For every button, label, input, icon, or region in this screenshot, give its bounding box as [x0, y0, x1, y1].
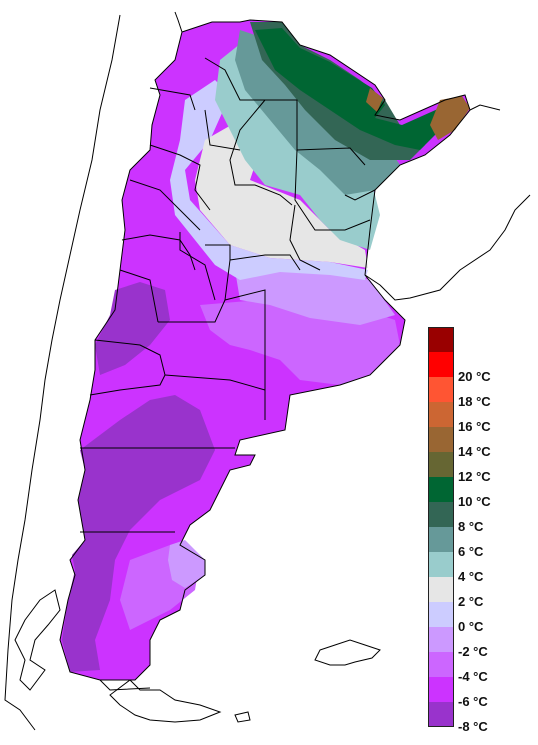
- legend-swatch: [428, 577, 454, 602]
- legend-label: 10 °C: [458, 494, 491, 509]
- legend-label: 8 °C: [458, 519, 484, 534]
- legend-swatch: [428, 352, 454, 377]
- legend-swatch: [428, 627, 454, 652]
- legend-label: 6 °C: [458, 544, 484, 559]
- legend-label: 16 °C: [458, 419, 491, 434]
- legend-label: 14 °C: [458, 444, 491, 459]
- legend-swatch: [428, 402, 454, 427]
- legend-label: 2 °C: [458, 594, 484, 609]
- legend-label: 18 °C: [458, 394, 491, 409]
- region-minus8-west: [95, 282, 170, 375]
- legend-swatch: [428, 677, 454, 702]
- legend-swatch: [428, 427, 454, 452]
- legend-swatch: [428, 652, 454, 677]
- region-two: [195, 120, 368, 268]
- region-twelve: [366, 88, 470, 140]
- legend-label: 4 °C: [458, 569, 484, 584]
- region-zero: [170, 80, 368, 280]
- legend-label: -6 °C: [458, 694, 488, 709]
- legend-swatch: [428, 377, 454, 402]
- legend-swatch: [428, 502, 454, 527]
- legend-label: 20 °C: [458, 369, 491, 384]
- region-minus8-south: [62, 395, 215, 672]
- legend-label: -8 °C: [458, 719, 488, 734]
- legend-swatch: [428, 327, 454, 352]
- legend-swatch: [428, 602, 454, 627]
- legend-swatch: [428, 702, 454, 727]
- region-minus2-south: [168, 540, 205, 588]
- legend-label: -2 °C: [458, 644, 488, 659]
- legend-label: 0 °C: [458, 619, 484, 634]
- legend-swatch: [428, 527, 454, 552]
- province-boundaries: [59, 19, 471, 691]
- legend-swatch: [428, 552, 454, 577]
- region-ten: [255, 28, 445, 150]
- legend-label: -4 °C: [458, 669, 488, 684]
- neighbour-outlines: [4, 11, 531, 731]
- legend-swatch: [428, 452, 454, 477]
- legend-label: 12 °C: [458, 469, 491, 484]
- legend-swatch: [428, 477, 454, 502]
